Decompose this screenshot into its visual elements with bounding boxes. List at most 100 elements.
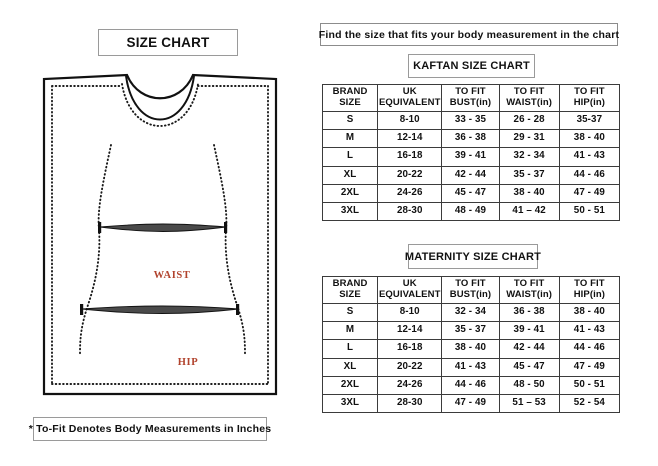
cell-waist: 26 - 28 — [498, 110, 560, 131]
header-line-1: UK — [402, 278, 417, 290]
cell-hip: 50 - 51 — [558, 375, 621, 395]
cell-bust: 47 - 49 — [441, 393, 500, 414]
maternity-size-table: BRAND SIZE UK EQUIVALENT TO FIT BUST(in)… — [321, 276, 621, 414]
cell-hip: 52 - 54 — [558, 393, 621, 414]
cell-bust: 41 - 43 — [441, 357, 500, 377]
table-row: S 8-10 33 - 35 26 - 28 35-37 — [321, 110, 621, 131]
header-line-2: HIP(in) — [573, 289, 606, 300]
cell-waist: 39 - 41 — [498, 321, 560, 341]
footnote: * To-Fit Denotes Body Measurements in In… — [29, 417, 271, 441]
body-silhouette-right — [213, 144, 246, 355]
cell-waist: 35 - 37 — [498, 165, 560, 185]
cell-uk-equivalent: 24-26 — [377, 375, 443, 395]
column-header-hip: TO FIT HIP(in) — [558, 84, 621, 112]
header-line-2: WAIST(in) — [506, 97, 552, 108]
table-row: XL 20-22 42 - 44 35 - 37 44 - 46 — [321, 165, 621, 185]
inner-dotted-border — [51, 85, 269, 385]
cell-bust: 48 - 49 — [441, 201, 500, 222]
garment-svg — [42, 73, 278, 396]
cell-hip: 41 - 43 — [558, 147, 621, 167]
header-line-2: BUST(in) — [449, 97, 492, 108]
column-header-hip: TO FIT HIP(in) — [558, 276, 621, 304]
cell-waist: 36 - 38 — [498, 302, 560, 323]
cell-waist: 42 - 44 — [498, 339, 560, 359]
cell-bust: 33 - 35 — [441, 110, 500, 131]
table-row: M 12-14 36 - 38 29 - 31 38 - 40 — [321, 129, 621, 149]
cell-uk-equivalent: 28-30 — [377, 201, 443, 222]
cell-bust: 32 - 34 — [441, 302, 500, 323]
table-row: M 12-14 35 - 37 39 - 41 41 - 43 — [321, 321, 621, 341]
cell-hip: 44 - 46 — [558, 165, 621, 185]
cell-uk-equivalent: 16-18 — [377, 339, 443, 359]
cell-uk-equivalent: 8-10 — [377, 302, 443, 323]
size-tables-panel: Find the size that fits your body measur… — [310, 0, 658, 466]
cell-brand-size: 3XL — [321, 201, 379, 222]
cell-waist: 32 - 34 — [498, 147, 560, 167]
cell-waist: 51 – 53 — [498, 393, 560, 414]
hip-label: HIP — [177, 357, 199, 368]
column-header-waist: TO FIT WAIST(in) — [498, 276, 560, 304]
header-line-1: BRAND — [332, 278, 368, 290]
cell-bust: 38 - 40 — [441, 339, 500, 359]
table-header-row: BRAND SIZE UK EQUIVALENT TO FIT BUST(in)… — [321, 276, 621, 304]
cell-brand-size: 2XL — [321, 375, 379, 395]
table-row: S 8-10 32 - 34 36 - 38 38 - 40 — [321, 302, 621, 323]
header-line-1: TO FIT — [455, 278, 486, 290]
header-line-2: EQUIVALENT — [378, 289, 441, 300]
header-line-1: TO FIT — [574, 86, 605, 98]
cell-brand-size: S — [321, 110, 379, 131]
cell-brand-size: S — [321, 302, 379, 323]
cell-hip: 44 - 46 — [558, 339, 621, 359]
table-row: L 16-18 38 - 40 42 - 44 44 - 46 — [321, 339, 621, 359]
column-header-uk-equivalent: UK EQUIVALENT — [377, 276, 443, 304]
cell-brand-size: 2XL — [321, 183, 379, 203]
table-row: XL 20-22 41 - 43 45 - 47 47 - 49 — [321, 357, 621, 377]
header-line-2: SIZE — [339, 289, 361, 300]
garment-diagram-panel: SIZE CHART — [0, 0, 310, 466]
cell-uk-equivalent: 20-22 — [377, 357, 443, 377]
cell-brand-size: L — [321, 339, 379, 359]
cell-brand-size: M — [321, 321, 379, 341]
cell-waist: 29 - 31 — [498, 129, 560, 149]
header-line-2: HIP(in) — [573, 97, 606, 108]
garment-illustration: WAIST HIP — [30, 62, 290, 407]
cell-hip: 47 - 49 — [558, 183, 621, 203]
cell-uk-equivalent: 24-26 — [377, 183, 443, 203]
cell-hip: 50 - 51 — [558, 201, 621, 222]
column-header-brand-size: BRAND SIZE — [321, 276, 379, 304]
table-row: 3XL 28-30 48 - 49 41 – 42 50 - 51 — [321, 201, 621, 222]
cell-waist: 48 - 50 — [498, 375, 560, 395]
header-line-2: EQUIVALENT — [378, 97, 441, 108]
header-line-2: SIZE — [339, 97, 361, 108]
neckline-inner-path — [125, 75, 195, 121]
table-row: L 16-18 39 - 41 32 - 34 41 - 43 — [321, 147, 621, 167]
table-header-row: BRAND SIZE UK EQUIVALENT TO FIT BUST(in)… — [321, 84, 621, 112]
cell-bust: 39 - 41 — [441, 147, 500, 167]
cell-brand-size: 3XL — [321, 393, 379, 414]
neckline-dotted-path — [121, 83, 199, 127]
column-header-waist: TO FIT WAIST(in) — [498, 84, 560, 112]
cell-bust: 36 - 38 — [441, 129, 500, 149]
header-line-1: TO FIT — [513, 86, 545, 98]
header-line-1: TO FIT — [455, 86, 486, 98]
table-row: 2XL 24-26 44 - 46 48 - 50 50 - 51 — [321, 375, 621, 395]
header-line-1: TO FIT — [513, 278, 545, 290]
maternity-table-title: MATERNITY SIZE CHART — [405, 244, 541, 269]
cell-uk-equivalent: 20-22 — [377, 165, 443, 185]
cell-bust: 42 - 44 — [441, 165, 500, 185]
header-line-1: BRAND — [332, 86, 368, 98]
cell-brand-size: XL — [321, 357, 379, 377]
cell-brand-size: M — [321, 129, 379, 149]
cell-uk-equivalent: 12-14 — [377, 321, 443, 341]
cell-hip: 47 - 49 — [558, 357, 621, 377]
cell-hip: 41 - 43 — [558, 321, 621, 341]
cell-hip: 35-37 — [558, 110, 621, 131]
cell-waist: 45 - 47 — [498, 357, 560, 377]
page-title: SIZE CHART — [98, 29, 238, 56]
cell-waist: 41 – 42 — [498, 201, 560, 222]
column-header-bust: TO FIT BUST(in) — [441, 84, 500, 112]
cell-hip: 38 - 40 — [558, 129, 621, 149]
cell-hip: 38 - 40 — [558, 302, 621, 323]
waist-label: WAIST — [153, 270, 191, 281]
